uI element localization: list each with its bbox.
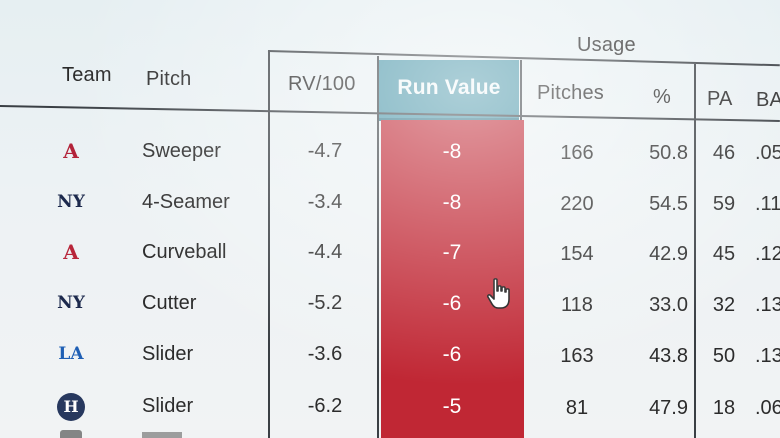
hand-cursor-icon — [486, 278, 510, 309]
pitches-cell: 220 — [560, 193, 594, 215]
ba-column-header[interactable]: BA — [756, 89, 780, 111]
next-row-partial — [60, 430, 82, 438]
percent-cell: 33.0 — [649, 294, 688, 316]
pa-cell: 32 — [712, 294, 736, 316]
rv100-cell: -5.2 — [307, 292, 343, 314]
percent-cell: 47.9 — [649, 397, 688, 419]
run-value-cell: -8 — [442, 140, 462, 163]
yankees-logo-icon: NY — [57, 293, 85, 313]
pitches-cell: 81 — [565, 397, 589, 419]
percent-column-header[interactable]: % — [653, 86, 671, 108]
pitch-cell: Slider — [142, 395, 194, 417]
ba-cell: .13 — [755, 294, 780, 316]
percent-cell: 42.9 — [649, 243, 688, 265]
rv100-cell: -6.2 — [307, 395, 343, 417]
ba-cell: .05 — [755, 142, 780, 164]
pitch-cell: Cutter — [142, 292, 197, 314]
divider-rv100-left — [268, 50, 270, 438]
team-column-header[interactable]: Team — [62, 64, 112, 86]
percent-cell: 50.8 — [649, 142, 688, 164]
header-top-border — [267, 50, 780, 67]
pa-cell: 18 — [712, 397, 736, 419]
yankees-logo-icon: NY — [57, 192, 85, 212]
pitch-cell: Slider — [142, 343, 194, 365]
run-value-header-label: Run Value — [397, 76, 501, 99]
pitch-cell: 4-Seamer — [142, 191, 230, 213]
divider-usage-right — [694, 64, 696, 438]
pitches-cell: 166 — [560, 142, 594, 164]
rv100-column-header[interactable]: RV/100 — [288, 73, 356, 95]
ba-cell: .11 — [755, 193, 780, 215]
next-row-partial-text — [142, 432, 182, 438]
dodgers-logo-icon: LA — [58, 344, 84, 364]
pa-cell: 50 — [712, 345, 736, 367]
pitches-cell: 163 — [560, 345, 594, 367]
run-value-cell: -6 — [442, 343, 462, 366]
pa-cell: 59 — [712, 193, 736, 215]
pitch-cell: Curveball — [142, 241, 227, 263]
rv100-cell: -4.4 — [307, 241, 343, 263]
pitch-cell: Sweeper — [142, 140, 221, 162]
rv100-cell: -3.6 — [307, 343, 343, 365]
rv100-cell: -4.7 — [307, 140, 343, 162]
run-value-cell: -5 — [442, 395, 462, 418]
percent-cell: 43.8 — [649, 345, 688, 367]
ba-cell: .13 — [755, 345, 780, 367]
ba-cell: .12 — [755, 243, 780, 265]
pa-cell: 46 — [712, 142, 736, 164]
pitch-column-header[interactable]: Pitch — [146, 68, 192, 90]
braves-logo-icon: A — [63, 240, 79, 264]
pitches-cell: 154 — [560, 243, 594, 265]
astros-logo-icon: H — [57, 393, 85, 421]
rv100-cell: -3.4 — [307, 191, 343, 213]
run-value-cell: -6 — [442, 292, 462, 315]
run-value-cell: -8 — [442, 191, 462, 214]
angels-logo-icon: A — [63, 139, 79, 163]
pitches-column-header[interactable]: Pitches — [537, 82, 604, 104]
divider-run-value-left — [377, 56, 379, 438]
usage-group-header: Usage — [577, 34, 636, 56]
pitches-cell: 118 — [561, 294, 593, 316]
run-value-cell: -7 — [442, 241, 462, 264]
pa-column-header[interactable]: PA — [707, 88, 733, 110]
ba-cell: .06 — [755, 397, 780, 419]
percent-cell: 54.5 — [649, 193, 688, 215]
pa-cell: 45 — [712, 243, 736, 265]
